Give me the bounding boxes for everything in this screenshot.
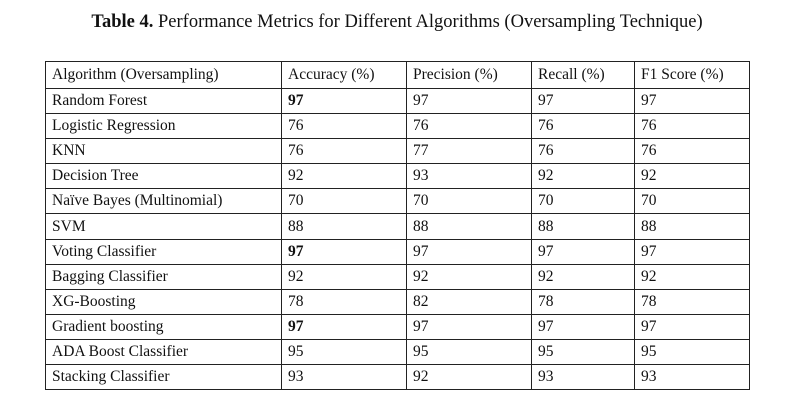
metrics-table-container: Algorithm (Oversampling) Accuracy (%) Pr… — [45, 61, 750, 391]
table-caption: Table 4. Performance Metrics for Differe… — [0, 10, 794, 34]
table-row: ADA Boost Classifier 95 95 95 95 — [45, 338, 750, 366]
table-row: Logistic Regression 76 76 76 76 — [45, 113, 750, 140]
table-row: Decision Tree 92 93 92 92 — [45, 163, 750, 190]
precision-cell: 77 — [406, 138, 532, 165]
algorithm-cell: Naïve Bayes (Multinomial) — [45, 188, 282, 215]
precision-cell: 97 — [406, 87, 532, 115]
accuracy-cell: 92 — [281, 163, 407, 190]
f1-score-cell: 92 — [634, 163, 750, 190]
table-row: Random Forest 97 97 97 97 — [45, 87, 750, 115]
algorithm-cell: XG-Boosting — [45, 288, 282, 315]
recall-cell: 92 — [531, 263, 635, 290]
algorithm-cell: Decision Tree — [45, 163, 282, 190]
header-accuracy: Accuracy (%) — [281, 61, 407, 89]
recall-cell: 97 — [531, 87, 635, 115]
table-row: Stacking Classifier 93 92 93 93 — [45, 364, 750, 391]
recall-cell: 95 — [531, 338, 635, 366]
recall-cell: 78 — [531, 288, 635, 315]
precision-cell: 97 — [406, 238, 532, 265]
algorithm-cell: Random Forest — [45, 87, 282, 115]
algorithm-cell: KNN — [45, 138, 282, 165]
algorithm-cell: Voting Classifier — [45, 238, 282, 265]
accuracy-cell: 76 — [281, 138, 407, 165]
f1-score-cell: 97 — [634, 313, 750, 340]
table-row: Voting Classifier 97 97 97 97 — [45, 238, 750, 265]
metrics-table: Algorithm (Oversampling) Accuracy (%) Pr… — [45, 61, 750, 391]
accuracy-cell: 88 — [281, 213, 407, 240]
recall-cell: 70 — [531, 188, 635, 215]
precision-cell: 70 — [406, 188, 532, 215]
recall-cell: 76 — [531, 113, 635, 140]
header-algorithm: Algorithm (Oversampling) — [45, 61, 282, 89]
header-precision: Precision (%) — [406, 61, 532, 89]
accuracy-cell: 97 — [281, 238, 407, 265]
precision-cell: 97 — [406, 313, 532, 340]
f1-score-cell: 76 — [634, 138, 750, 165]
recall-cell: 92 — [531, 163, 635, 190]
f1-score-cell: 93 — [634, 364, 750, 391]
accuracy-cell: 97 — [281, 313, 407, 340]
precision-cell: 82 — [406, 288, 532, 315]
table-row: Gradient boosting 97 97 97 97 — [45, 313, 750, 340]
f1-score-cell: 76 — [634, 113, 750, 140]
table-row: Naïve Bayes (Multinomial) 70 70 70 70 — [45, 188, 750, 215]
precision-cell: 88 — [406, 213, 532, 240]
f1-score-cell: 95 — [634, 338, 750, 366]
f1-score-cell: 97 — [634, 87, 750, 115]
algorithm-cell: SVM — [45, 213, 282, 240]
precision-cell: 93 — [406, 163, 532, 190]
recall-cell: 76 — [531, 138, 635, 165]
recall-cell: 97 — [531, 313, 635, 340]
f1-score-cell: 78 — [634, 288, 750, 315]
f1-score-cell: 88 — [634, 213, 750, 240]
algorithm-cell: Bagging Classifier — [45, 263, 282, 290]
precision-cell: 95 — [406, 338, 532, 366]
accuracy-cell: 92 — [281, 263, 407, 290]
table-body: Random Forest 97 97 97 97 Logistic Regression… — [45, 87, 750, 391]
f1-score-cell: 92 — [634, 263, 750, 290]
table-row: Bagging Classifier 92 92 92 92 — [45, 263, 750, 290]
algorithm-cell: Stacking Classifier — [45, 364, 282, 391]
accuracy-cell: 97 — [281, 87, 407, 115]
table-caption-text: Performance Metrics for Different Algori… — [158, 12, 703, 32]
accuracy-cell: 76 — [281, 113, 407, 140]
table-header: Algorithm (Oversampling) Accuracy (%) Pr… — [45, 61, 750, 89]
algorithm-cell: Gradient boosting — [45, 313, 282, 340]
f1-score-cell: 70 — [634, 188, 750, 215]
accuracy-cell: 78 — [281, 288, 407, 315]
header-row: Algorithm (Oversampling) Accuracy (%) Pr… — [45, 61, 750, 89]
algorithm-cell: Logistic Regression — [45, 113, 282, 140]
accuracy-cell: 95 — [281, 338, 407, 366]
header-recall: Recall (%) — [531, 61, 635, 89]
accuracy-cell: 70 — [281, 188, 407, 215]
algorithm-cell: ADA Boost Classifier — [45, 338, 282, 366]
table-caption-label: Table 4. — [91, 12, 154, 32]
table-row: XG-Boosting 78 82 78 78 — [45, 288, 750, 315]
recall-cell: 93 — [531, 364, 635, 391]
recall-cell: 97 — [531, 238, 635, 265]
table-row: SVM 88 88 88 88 — [45, 213, 750, 240]
table-row: KNN 76 77 76 76 — [45, 138, 750, 165]
f1-score-cell: 97 — [634, 238, 750, 265]
header-f1-score: F1 Score (%) — [634, 61, 750, 89]
precision-cell: 76 — [406, 113, 532, 140]
recall-cell: 88 — [531, 213, 635, 240]
precision-cell: 92 — [406, 364, 532, 391]
accuracy-cell: 93 — [281, 364, 407, 391]
precision-cell: 92 — [406, 263, 532, 290]
